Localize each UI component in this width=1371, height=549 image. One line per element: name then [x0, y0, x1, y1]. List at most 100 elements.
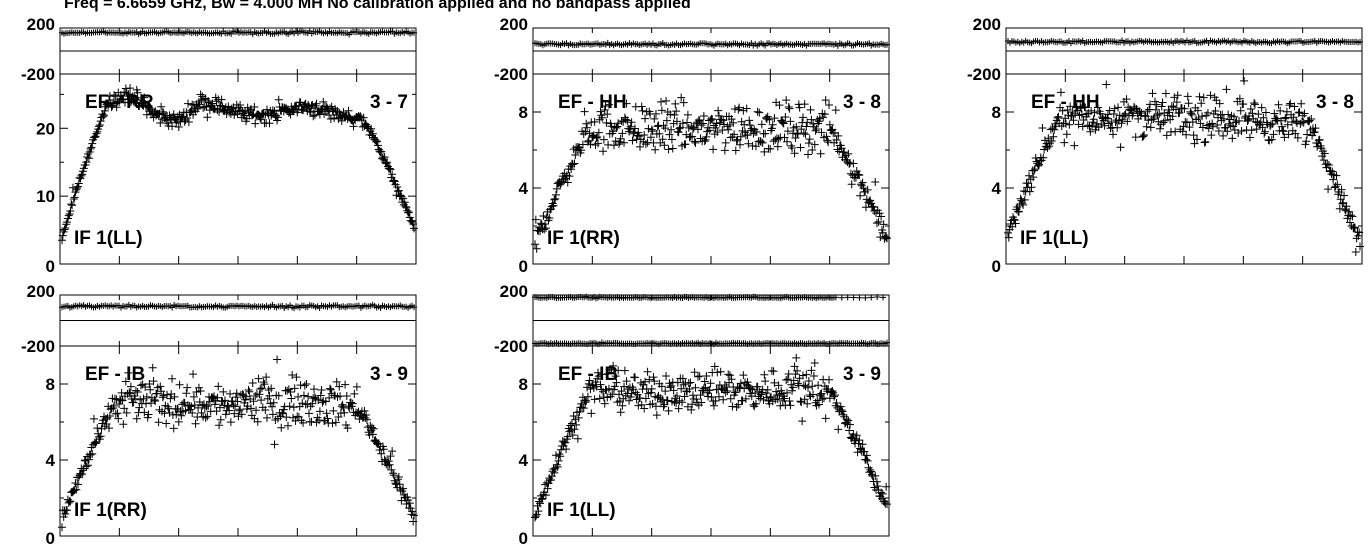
amplitude-point [170, 424, 178, 432]
amplitude-point [734, 106, 742, 114]
amplitude-point [273, 355, 281, 363]
amplitude-point [119, 420, 127, 428]
amplitude-point [722, 388, 730, 396]
amplitude-point [1222, 85, 1230, 93]
amplitude-point [233, 389, 241, 397]
amplitude-point [1004, 229, 1012, 237]
amplitude-point [1020, 187, 1028, 195]
amplitude-point [845, 426, 853, 434]
amplitude-point [1320, 156, 1328, 164]
amplitude-point [708, 115, 716, 123]
amplitude-point [1296, 108, 1304, 116]
amplitude-point [729, 119, 737, 127]
amplitude-point [571, 151, 579, 159]
amplitude-point [726, 371, 734, 379]
amplitude-point [1247, 105, 1255, 113]
panel-1: 01020200-200EF - RR 3 - 7IF 1(LL) [21, 15, 418, 276]
amplitude-point [793, 130, 801, 138]
amplitude-point [1075, 120, 1083, 128]
amplitude-point [762, 114, 770, 122]
amplitude-point [812, 127, 820, 135]
amplitude-point [768, 124, 776, 132]
amplitude-point [808, 382, 816, 390]
amplitude-point [1114, 103, 1122, 111]
amplitude-point [822, 96, 830, 104]
amplitude-point [665, 407, 673, 415]
amplitude-tick-label: 8 [992, 103, 1001, 122]
phase-tick-label: 200 [500, 15, 528, 34]
amplitude-point [617, 408, 625, 416]
amplitude-point [625, 397, 633, 405]
amplitude-point [707, 379, 715, 387]
amplitude-point [552, 191, 560, 199]
amplitude-point [745, 116, 753, 124]
polarization-label: IF 1(RR) [547, 228, 620, 249]
amplitude-point [1038, 124, 1046, 132]
amplitude-point [798, 417, 806, 425]
amplitude-point [73, 184, 81, 192]
amplitude-point [621, 367, 629, 375]
amplitude-point [291, 384, 299, 392]
amplitude-point [389, 469, 397, 477]
antenna-pair-label: 3 - 8 [843, 92, 881, 113]
amplitude-point [709, 145, 717, 153]
amplitude-point [743, 104, 751, 112]
amplitude-point [1113, 124, 1121, 132]
amplitude-point [822, 414, 830, 422]
amplitude-tick-label: 10 [36, 187, 55, 206]
baseline-label: EF - IB [85, 364, 145, 385]
amplitude-point [113, 409, 121, 417]
amplitude-point [630, 373, 638, 381]
phase-point [862, 295, 868, 301]
amplitude-point [686, 379, 694, 387]
amplitude-point [1184, 92, 1192, 100]
amplitude-point [192, 420, 200, 428]
amplitude-point [126, 84, 134, 92]
amplitude-point [691, 139, 699, 147]
amplitude-point [786, 117, 794, 125]
amplitude-point [310, 385, 318, 393]
amplitude-point [661, 387, 669, 395]
amplitude-point [570, 412, 578, 420]
amplitude-point [1174, 91, 1182, 99]
amplitude-point [303, 400, 311, 408]
amplitude-point [744, 140, 752, 148]
panel-5: 048200-200EF - IB 3 - 9IF 1(LL) [494, 282, 891, 548]
amplitude-point [1201, 138, 1209, 146]
amplitude-point [1313, 143, 1321, 151]
amplitude-point [806, 135, 814, 143]
amplitude-point [1275, 101, 1283, 109]
amplitude-point [1269, 130, 1277, 138]
amplitude-point [737, 379, 745, 387]
amplitude-point [796, 144, 804, 152]
amplitude-point [825, 376, 833, 384]
panel-3: 048200-200EF - HH 3 - 8IF 1(LL) [967, 15, 1364, 276]
amplitude-point [778, 117, 786, 125]
amplitude-point [1254, 110, 1262, 118]
amplitude-point [691, 368, 699, 376]
amplitude-point [300, 392, 308, 400]
amplitude-point [1117, 143, 1125, 151]
amplitude-tick-label: 0 [519, 257, 528, 276]
amplitude-point [1224, 111, 1232, 119]
amplitude-point [1139, 132, 1147, 140]
amplitude-tick-label: 20 [36, 119, 55, 138]
amplitude-point [1301, 110, 1309, 118]
amplitude-point [739, 371, 747, 379]
amplitude-point [217, 416, 225, 424]
amplitude-point [350, 390, 358, 398]
amplitude-point [1054, 113, 1062, 121]
amplitude-point [650, 115, 658, 123]
phase-tick-label: 200 [500, 282, 528, 301]
amplitude-point [599, 147, 607, 155]
amplitude-point [251, 120, 259, 128]
amplitude-point [1303, 130, 1311, 138]
amplitude-point [1138, 133, 1146, 141]
amplitude-tick-label: 0 [46, 257, 55, 276]
amplitude-point [133, 415, 141, 423]
panel-2: 048200-200EF - HH 3 - 8IF 1(RR) [494, 15, 891, 276]
amplitude-point [68, 201, 76, 209]
polarization-label: IF 1(LL) [74, 228, 143, 249]
amplitude-point [539, 212, 547, 220]
amplitude-point [1356, 243, 1364, 251]
